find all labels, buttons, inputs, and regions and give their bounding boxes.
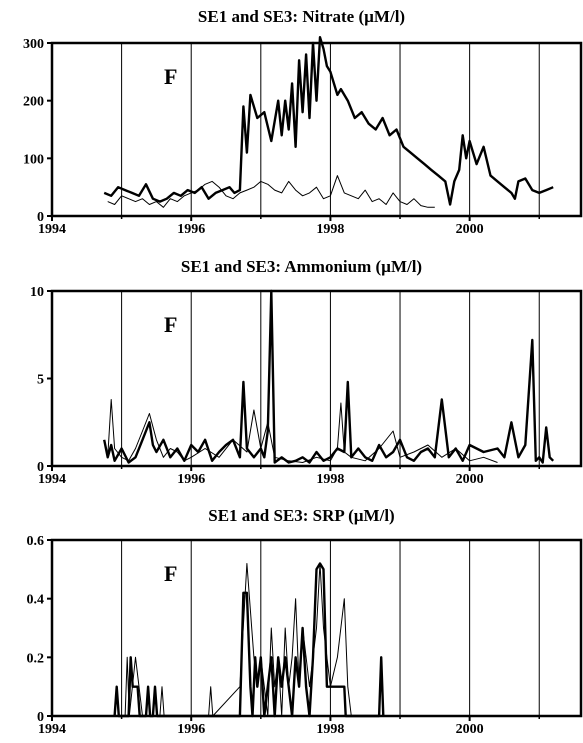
ammonium-panel-label: F [164, 312, 177, 337]
nitrate-panel: SE1 and SE3: Nitrate (µM/l) 0 100 200 300 199… [23, 7, 583, 237]
nitrate-series-thick-line [103, 36, 554, 206]
srp-y-tick-label: 0.4 [27, 593, 45, 608]
nitrate-title: SE1 and SE3: Nitrate (µM/l) [198, 7, 405, 26]
nitrate-series-thin-line [107, 175, 435, 208]
srp-panel: SE1 and SE3: SRP (µM/l) 0 0.2 0.4 0.6 1994 199… [27, 506, 583, 737]
ammonium-series-thick-line [103, 289, 555, 464]
ammonium-x-tick-label: 1994 [38, 472, 66, 487]
ammonium-x-tick-label: 1998 [316, 472, 344, 487]
srp-x-tick-label: 2000 [456, 722, 484, 737]
srp-y-tick-label: 0 [37, 710, 44, 725]
nitrate-x-tick-label: 1994 [38, 222, 66, 237]
srp-x-tick-label: 1994 [38, 722, 66, 737]
ammonium-plot-frame [50, 289, 583, 468]
ammonium-panel: SE1 and SE3: Ammonium (µM/l) 0 5 10 1994 1996… [30, 257, 583, 487]
nitrate-y-tick-label: 100 [23, 152, 44, 167]
nitrate-x-tick-label: 1996 [177, 222, 205, 237]
nitrate-y-tick-label: 0 [37, 210, 44, 225]
nitrate-x-tick-label: 1998 [316, 222, 344, 237]
srp-panel-label: F [164, 561, 177, 586]
srp-plot-frame [50, 538, 583, 718]
srp-x-tick-label: 1996 [177, 722, 205, 737]
srp-series-thin-line [124, 563, 352, 717]
srp-title: SE1 and SE3: SRP (µM/l) [208, 506, 394, 525]
srp-x-tick-label: 1998 [316, 722, 344, 737]
nitrate-x-tick-label: 2000 [456, 222, 484, 237]
nitrate-panel-label: F [164, 64, 177, 89]
nitrate-y-tick-label: 300 [23, 37, 44, 52]
ammonium-y-tick-label: 0 [37, 460, 44, 475]
ammonium-y-tick-label: 5 [37, 373, 44, 388]
nitrate-plot-frame [50, 41, 583, 218]
ammonium-y-tick-label: 10 [30, 285, 44, 300]
ammonium-x-tick-label: 2000 [456, 472, 484, 487]
srp-y-tick-label: 0.6 [27, 534, 45, 549]
ammonium-series-thin-line [107, 399, 498, 463]
ammonium-x-tick-label: 1996 [177, 472, 205, 487]
ammonium-title: SE1 and SE3: Ammonium (µM/l) [181, 257, 422, 276]
nitrate-y-tick-label: 200 [23, 95, 44, 110]
srp-y-tick-label: 0.2 [27, 651, 45, 666]
